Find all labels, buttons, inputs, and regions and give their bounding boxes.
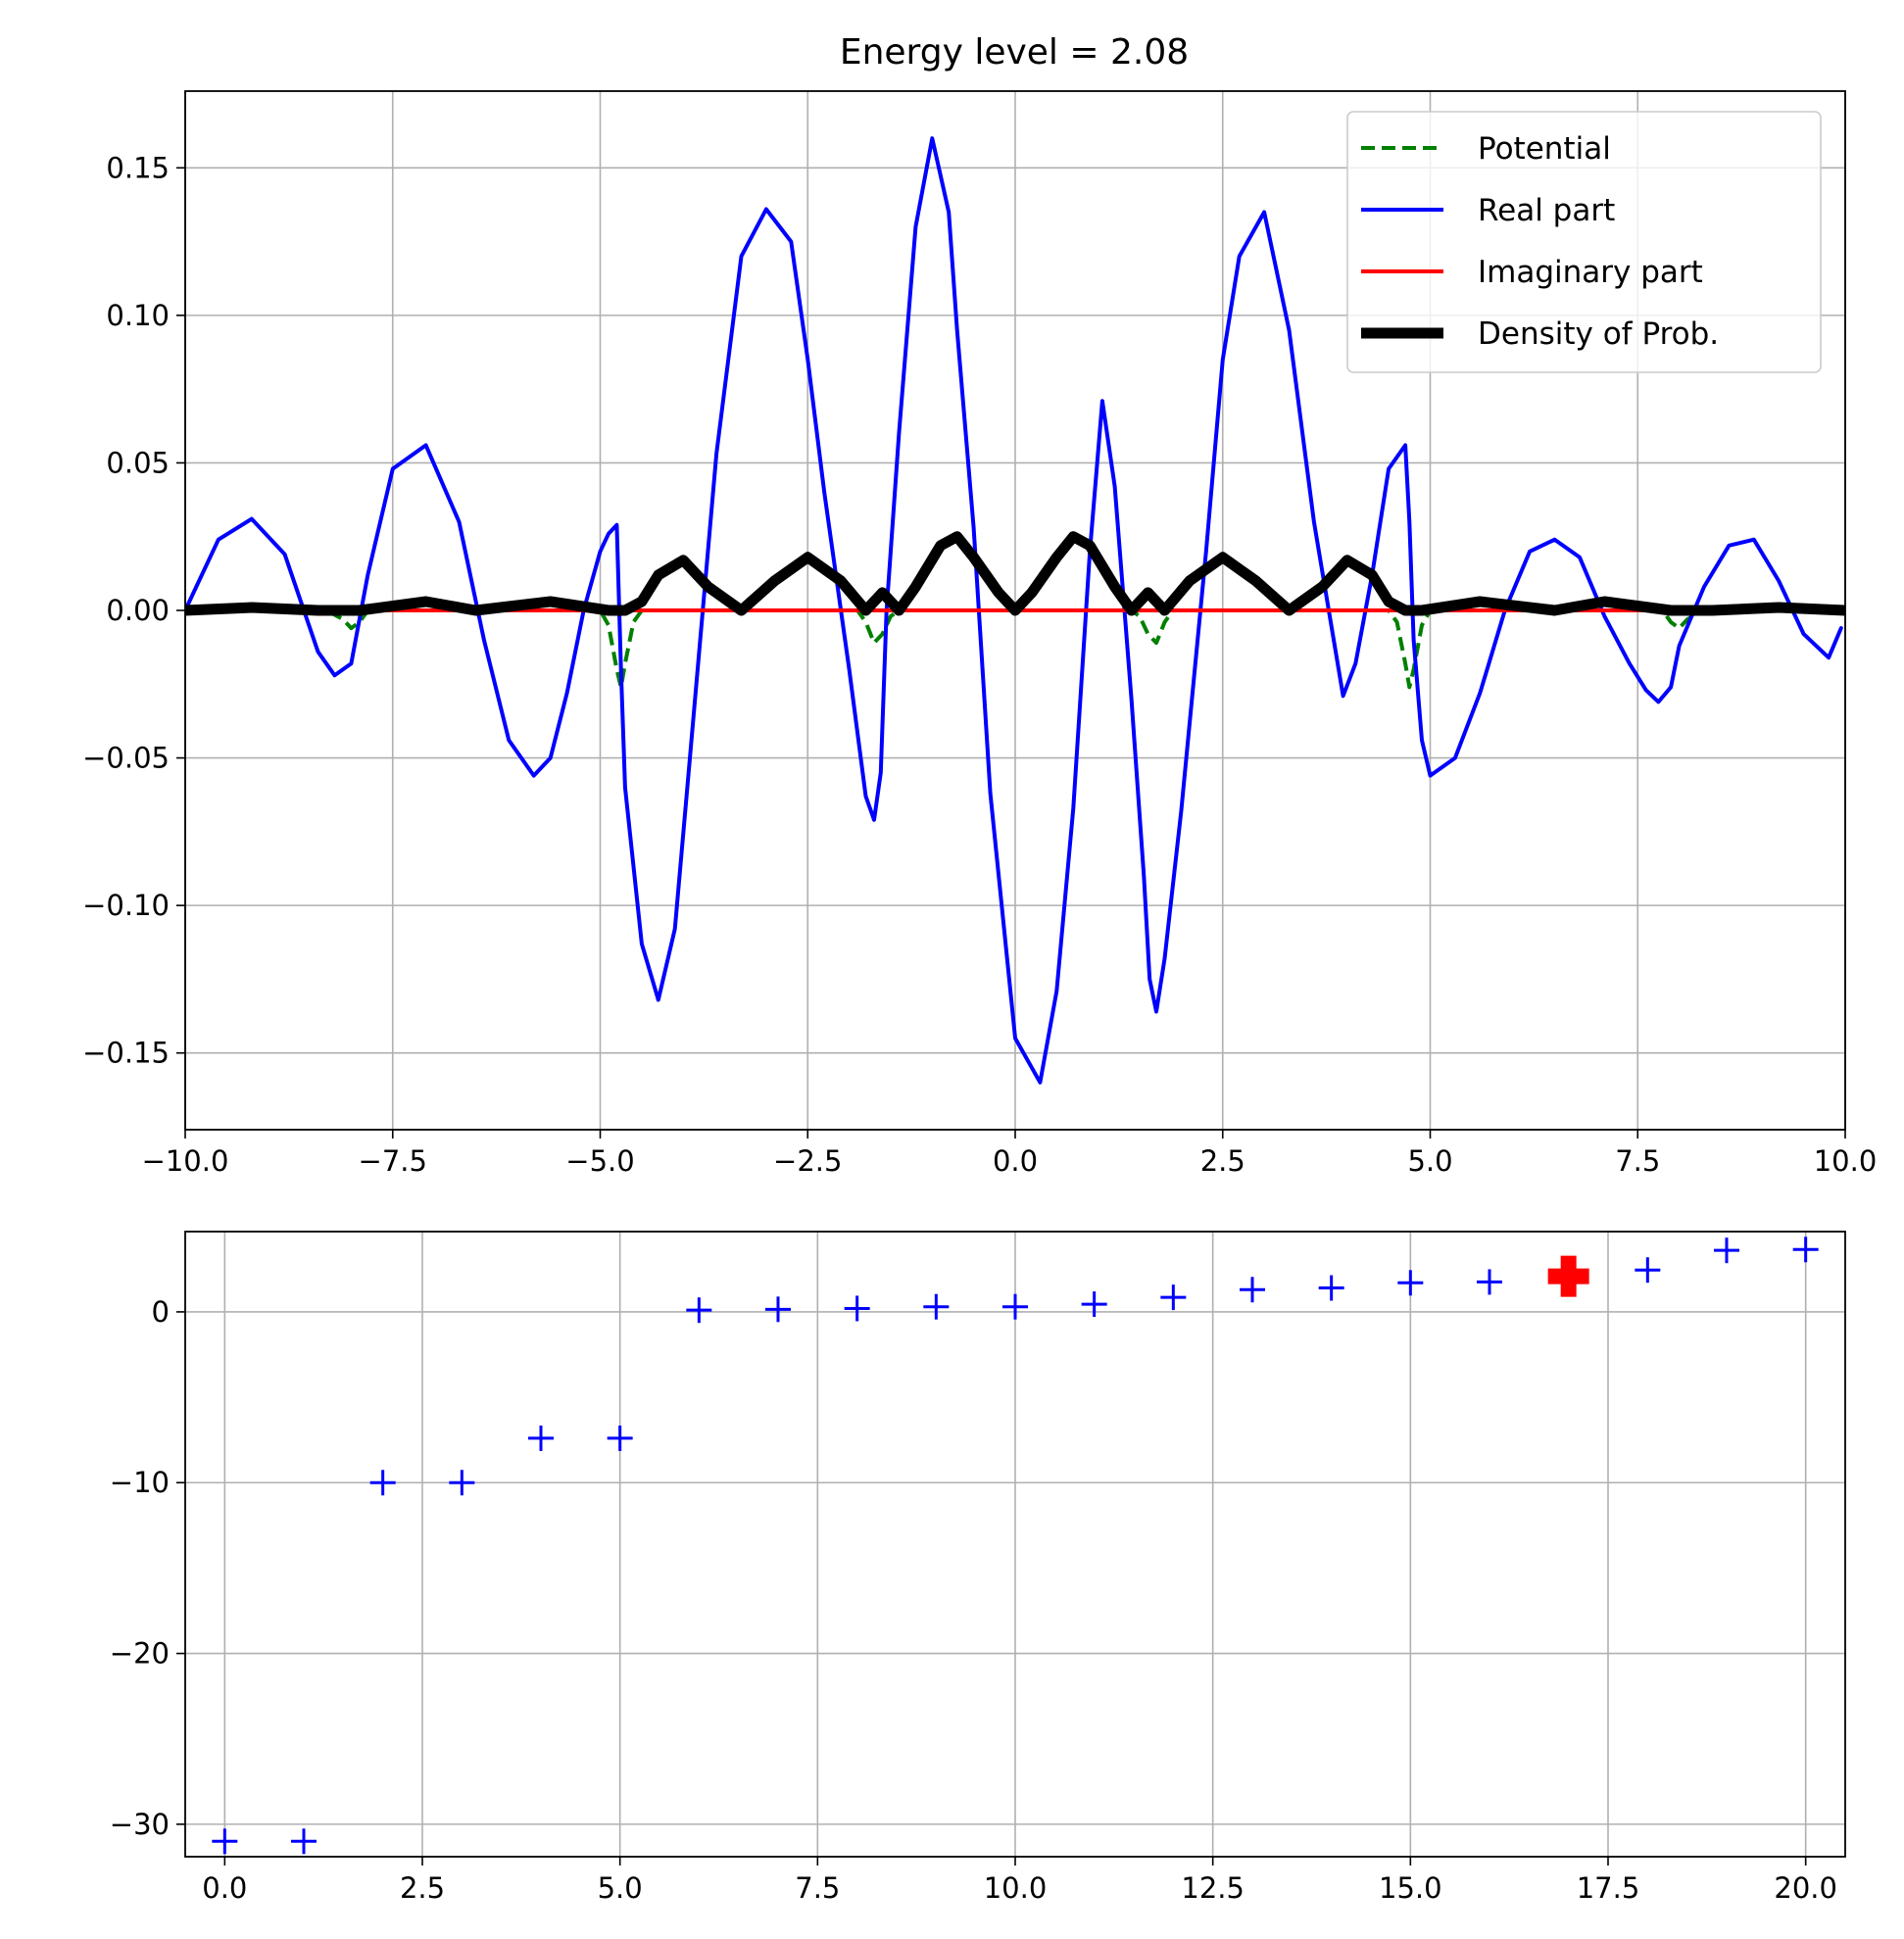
bottom-x-tick-label: 0.0 (202, 1871, 247, 1905)
bottom-x-tick-label: 20.0 (1774, 1871, 1837, 1905)
bottom-x-tick-label: 17.5 (1577, 1871, 1640, 1905)
energy-level-point (1477, 1269, 1502, 1295)
top-y-tick-label: −0.05 (82, 742, 170, 775)
energy-level-point (291, 1828, 317, 1855)
energy-level-point (1160, 1285, 1187, 1311)
legend-label-imaginary-part: Imaginary part (1478, 255, 1703, 290)
bottom-x-tick-label: 7.5 (795, 1871, 840, 1905)
series-density-of-prob-line (185, 531, 1845, 616)
series-real-part-line (185, 136, 1843, 1085)
top-x-tick-label: 5.0 (1407, 1144, 1452, 1178)
energy-level-point (923, 1293, 950, 1320)
bottom-chart: 0.0 2.5 5.0 7.5 10.0 12.5 15.0 17.5 20.0 −30 −20 −1… (110, 1231, 1846, 1905)
top-x-tick-label: 7.5 (1615, 1144, 1660, 1178)
bottom-y-tick-label: 0 (152, 1295, 170, 1329)
top-chart-ticks: −10.0 −7.5 −5.0 −2.5 0.0 2.5 5.0 7.5 10.0 −0.15 −0… (82, 151, 1877, 1178)
energy-level-point (844, 1295, 870, 1322)
energy-level-point (607, 1425, 633, 1451)
energy-level-point (212, 1828, 238, 1855)
energy-level-point (528, 1425, 554, 1451)
energy-level-point (1081, 1291, 1107, 1318)
energy-level-point (449, 1470, 475, 1496)
top-x-tick-label: −10.0 (142, 1144, 229, 1178)
legend-label-density-of-prob: Density of Prob. (1478, 316, 1719, 352)
legend-label-real-part: Real part (1478, 193, 1615, 228)
selected-level-marker (1547, 1255, 1589, 1297)
top-y-tick-label: 0.15 (106, 151, 170, 184)
energy-level-point (1002, 1293, 1028, 1320)
top-x-tick-label: 0.0 (993, 1144, 1038, 1178)
top-x-tick-label: −5.0 (565, 1144, 634, 1178)
bottom-chart-plot-area (212, 1236, 1819, 1855)
bottom-x-tick-label: 15.0 (1379, 1871, 1442, 1905)
top-y-tick-label: 0.10 (106, 299, 170, 332)
energy-level-point (1240, 1277, 1265, 1303)
bottom-y-tick-label: −20 (110, 1637, 170, 1671)
bottom-x-tick-label: 10.0 (984, 1871, 1048, 1905)
top-x-tick-label: 2.5 (1200, 1144, 1245, 1178)
energy-level-point (369, 1470, 396, 1496)
bottom-x-tick-label: 2.5 (400, 1871, 445, 1905)
legend-label-potential: Potential (1478, 131, 1611, 167)
bottom-y-tick-label: −10 (110, 1466, 170, 1499)
energy-level-point (1318, 1275, 1344, 1301)
top-x-tick-label: −7.5 (359, 1144, 427, 1178)
energy-level-point (1397, 1270, 1424, 1296)
top-y-tick-label: 0.05 (106, 446, 170, 479)
top-y-tick-label: 0.00 (106, 594, 170, 627)
top-x-tick-label: −2.5 (773, 1144, 842, 1178)
top-chart: −10.0 −7.5 −5.0 −2.5 0.0 2.5 5.0 7.5 10.0 −0.15 −0… (82, 90, 1877, 1178)
bottom-y-tick-label: −30 (110, 1808, 170, 1841)
top-x-tick-label: 10.0 (1814, 1144, 1878, 1178)
top-chart-series (185, 136, 1845, 1085)
legend-box (1346, 111, 1822, 373)
top-chart-plot-area (185, 136, 1845, 1085)
energy-level-point (1635, 1257, 1661, 1284)
bottom-chart-ticks: 0.0 2.5 5.0 7.5 10.0 12.5 15.0 17.5 20.0 −30 −20 −1… (110, 1295, 1837, 1905)
energy-level-point (686, 1297, 712, 1324)
energy-level-point (765, 1296, 791, 1323)
bottom-x-tick-label: 5.0 (598, 1871, 643, 1905)
top-y-tick-label: −0.10 (82, 889, 170, 922)
top-y-tick-label: −0.15 (82, 1037, 170, 1070)
energy-level-point (1714, 1237, 1739, 1264)
series-potential-line (185, 608, 1845, 690)
top-chart-legend: Potential Real part Imaginary part Density … (1346, 111, 1822, 373)
top-chart-title: Energy level = 2.08 (840, 32, 1189, 73)
bottom-x-tick-label: 12.5 (1181, 1871, 1245, 1905)
energy-level-point (1792, 1236, 1819, 1263)
